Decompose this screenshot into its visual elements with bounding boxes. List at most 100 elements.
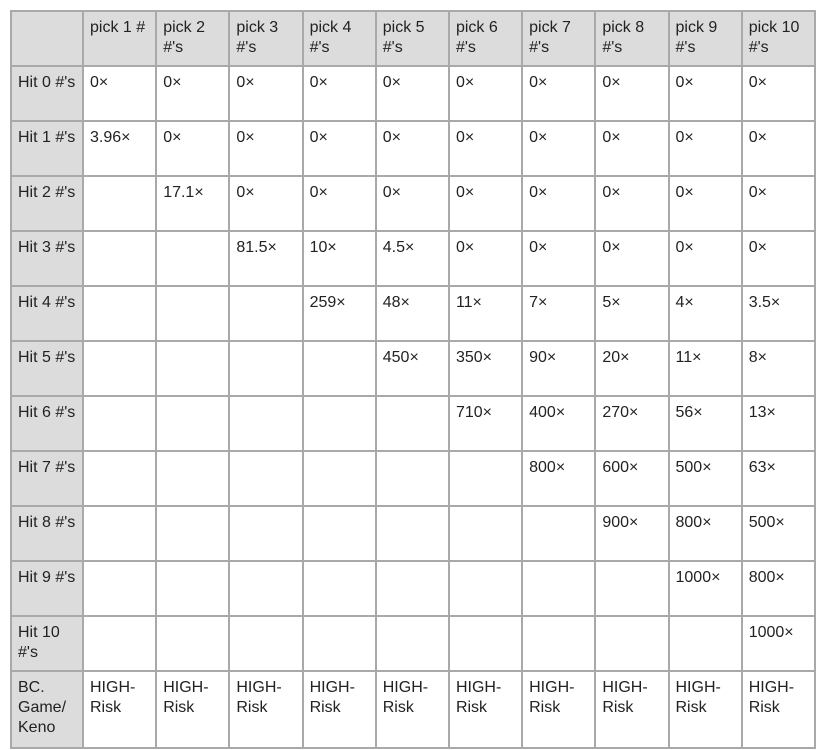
payout-cell: HIGH-Risk bbox=[740, 670, 817, 749]
payout-cell: 0× bbox=[81, 65, 158, 122]
payout-cell bbox=[228, 450, 304, 507]
payout-cell: 0× bbox=[667, 120, 743, 177]
payout-cell: HIGH-Risk bbox=[374, 670, 450, 749]
payout-cell: 0× bbox=[447, 230, 524, 287]
payout-cell bbox=[228, 395, 304, 452]
payout-cell bbox=[228, 560, 304, 617]
payout-cell: 0× bbox=[740, 120, 817, 177]
payout-cell: 0× bbox=[521, 120, 597, 177]
payout-cell: 0× bbox=[374, 65, 450, 122]
payout-cell bbox=[81, 395, 158, 452]
payout-cell bbox=[228, 340, 304, 397]
column-header: pick 9 #'s bbox=[667, 10, 743, 67]
payout-cell: 4× bbox=[667, 285, 743, 342]
payout-cell bbox=[521, 505, 597, 562]
payout-cell bbox=[155, 395, 231, 452]
payout-cell: 0× bbox=[740, 65, 817, 122]
row-header: Hit 3 #'s bbox=[10, 230, 84, 287]
payout-cell: 17.1× bbox=[155, 175, 231, 232]
column-header: pick 1 # bbox=[81, 10, 158, 67]
payout-cell: 710× bbox=[447, 395, 524, 452]
payout-cell: HIGH-Risk bbox=[81, 670, 158, 749]
payout-cell bbox=[374, 560, 450, 617]
payout-cell: 1000× bbox=[667, 560, 743, 617]
payout-cell: HIGH-Risk bbox=[447, 670, 524, 749]
payout-cell: 0× bbox=[447, 120, 524, 177]
payout-cell: 0× bbox=[301, 65, 377, 122]
column-header: pick 6 #'s bbox=[447, 10, 524, 67]
keno-payout-table: pick 1 # pick 2 #'s pick 3 #'s pick 4 #'s pi… bbox=[10, 10, 817, 749]
row-header: Hit 0 #'s bbox=[10, 65, 84, 122]
table-row: Hit 6 #'s 710× 400× 270× 56× 13× bbox=[10, 395, 817, 452]
payout-cell bbox=[228, 615, 304, 672]
corner-cell bbox=[10, 10, 84, 67]
header-row: pick 1 # pick 2 #'s pick 3 #'s pick 4 #'s pi… bbox=[10, 10, 817, 67]
payout-cell: 3.96× bbox=[81, 120, 158, 177]
payout-cell: 0× bbox=[594, 230, 670, 287]
row-header: Hit 7 #'s bbox=[10, 450, 84, 507]
payout-cell: 800× bbox=[667, 505, 743, 562]
payout-cell: 3.5× bbox=[740, 285, 817, 342]
payout-cell bbox=[301, 615, 377, 672]
payout-cell: HIGH-Risk bbox=[155, 670, 231, 749]
payout-cell bbox=[374, 450, 450, 507]
payout-cell bbox=[301, 340, 377, 397]
payout-cell: 350× bbox=[447, 340, 524, 397]
payout-cell: 13× bbox=[740, 395, 817, 452]
payout-cell: 90× bbox=[521, 340, 597, 397]
payout-cell: 0× bbox=[374, 120, 450, 177]
payout-cell: 0× bbox=[667, 230, 743, 287]
row-header: BC. Game/ Keno bbox=[10, 670, 84, 749]
payout-cell: 0× bbox=[521, 65, 597, 122]
payout-cell: 0× bbox=[521, 230, 597, 287]
table-row: BC. Game/ Keno HIGH-Risk HIGH-Risk HIGH-Ris… bbox=[10, 670, 817, 749]
payout-cell bbox=[81, 175, 158, 232]
column-header: pick 5 #'s bbox=[374, 10, 450, 67]
row-header: Hit 5 #'s bbox=[10, 340, 84, 397]
payout-cell bbox=[81, 450, 158, 507]
payout-cell bbox=[155, 450, 231, 507]
column-header: pick 4 #'s bbox=[301, 10, 377, 67]
payout-cell: 48× bbox=[374, 285, 450, 342]
payout-cell: 800× bbox=[740, 560, 817, 617]
column-header: pick 2 #'s bbox=[155, 10, 231, 67]
payout-cell: 0× bbox=[228, 120, 304, 177]
table-row: Hit 5 #'s 450× 350× 90× 20× 11× 8× bbox=[10, 340, 817, 397]
payout-cell: 0× bbox=[228, 65, 304, 122]
payout-cell bbox=[447, 450, 524, 507]
payout-cell bbox=[374, 505, 450, 562]
column-header: pick 7 #'s bbox=[521, 10, 597, 67]
table-row: Hit 7 #'s 800× 600× 500× 63× bbox=[10, 450, 817, 507]
column-header: pick 10 #'s bbox=[740, 10, 817, 67]
payout-cell: 600× bbox=[594, 450, 670, 507]
payout-cell: HIGH-Risk bbox=[521, 670, 597, 749]
payout-cell: 4.5× bbox=[374, 230, 450, 287]
column-header: pick 3 #'s bbox=[228, 10, 304, 67]
payout-cell: HIGH-Risk bbox=[667, 670, 743, 749]
payout-cell: 0× bbox=[301, 120, 377, 177]
row-header: Hit 1 #'s bbox=[10, 120, 84, 177]
payout-cell bbox=[228, 285, 304, 342]
payout-cell: 81.5× bbox=[228, 230, 304, 287]
payout-cell: 0× bbox=[740, 230, 817, 287]
payout-cell: 10× bbox=[301, 230, 377, 287]
payout-cell bbox=[155, 505, 231, 562]
payout-cell: 0× bbox=[447, 175, 524, 232]
payout-cell bbox=[301, 395, 377, 452]
row-header: Hit 10 #'s bbox=[10, 615, 84, 672]
payout-cell bbox=[81, 230, 158, 287]
payout-cell bbox=[81, 340, 158, 397]
payout-cell: 400× bbox=[521, 395, 597, 452]
payout-cell: 500× bbox=[740, 505, 817, 562]
payout-cell bbox=[155, 230, 231, 287]
payout-cell: HIGH-Risk bbox=[301, 670, 377, 749]
payout-cell: 800× bbox=[521, 450, 597, 507]
payout-cell bbox=[81, 615, 158, 672]
payout-cell: 0× bbox=[667, 65, 743, 122]
payout-cell: 0× bbox=[155, 120, 231, 177]
table-row: Hit 0 #'s 0× 0× 0× 0× 0× 0× 0× 0× 0× 0× bbox=[10, 65, 817, 122]
payout-cell: 0× bbox=[594, 120, 670, 177]
payout-cell bbox=[594, 560, 670, 617]
payout-cell bbox=[301, 505, 377, 562]
payout-cell: 0× bbox=[228, 175, 304, 232]
